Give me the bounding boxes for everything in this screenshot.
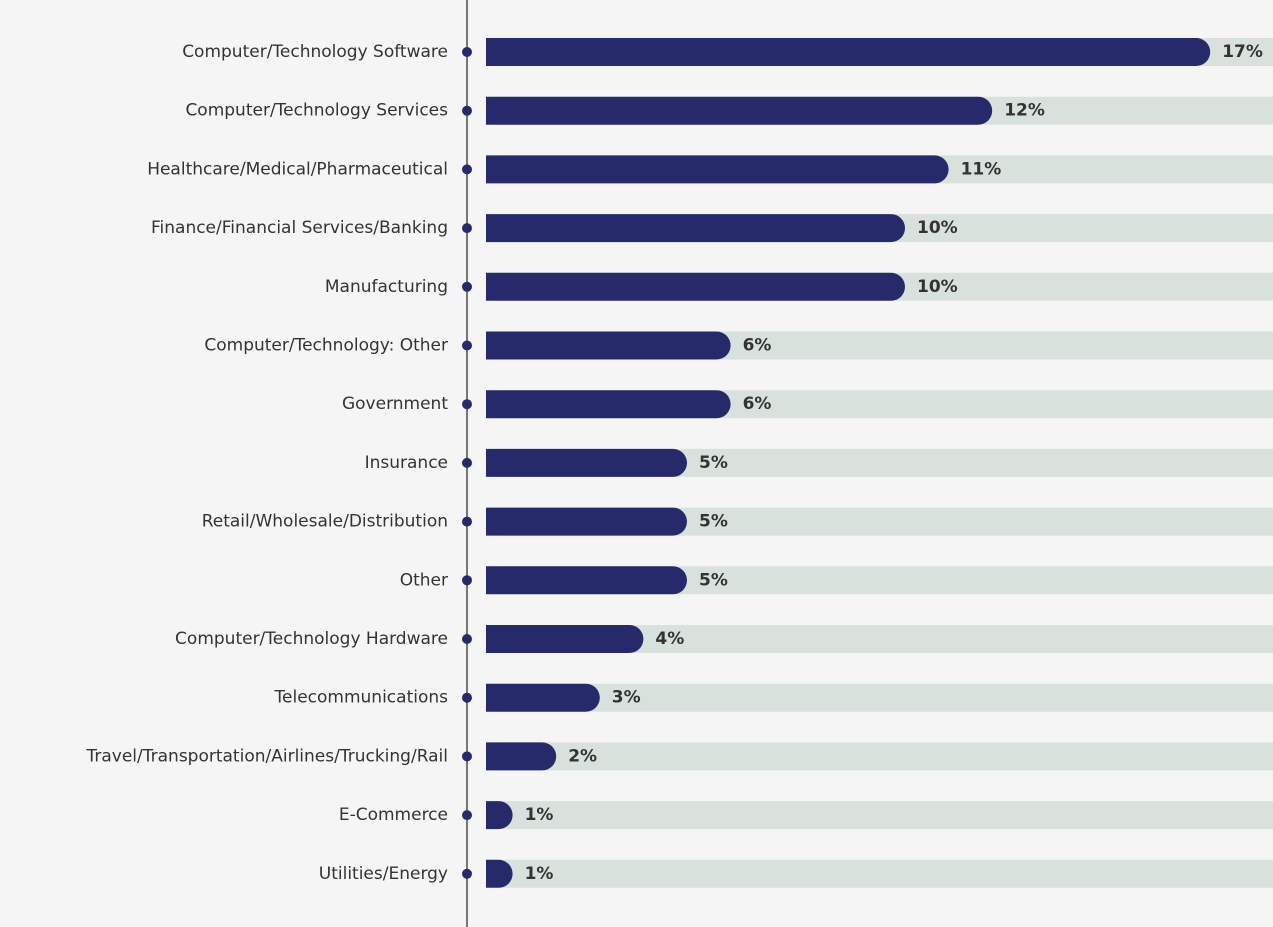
category-label: Computer/Technology Hardware <box>175 629 448 649</box>
bar <box>486 272 906 301</box>
value-label: 1% <box>525 805 554 825</box>
value-label: 3% <box>612 688 641 708</box>
bar <box>486 214 906 243</box>
bar <box>486 448 687 477</box>
bar <box>486 96 993 125</box>
axis-dot <box>462 634 472 644</box>
bar-track <box>486 625 1273 653</box>
category-label: Finance/Financial Services/Banking <box>151 218 448 238</box>
category-label: Computer/Technology: Other <box>204 336 448 356</box>
category-label: Telecommunications <box>274 688 449 708</box>
value-label: 10% <box>917 277 958 297</box>
axis-dot <box>462 457 472 468</box>
category-label: Other <box>400 570 448 590</box>
value-label: 1% <box>525 864 554 884</box>
bar <box>486 859 513 888</box>
category-label: E-Commerce <box>339 805 448 825</box>
bar <box>486 625 644 653</box>
bar-track <box>486 683 1273 712</box>
value-label: 12% <box>1004 101 1045 121</box>
category-label: Computer/Technology Services <box>185 101 448 121</box>
axis-dot <box>462 868 472 879</box>
axis-dot <box>462 105 472 116</box>
category-label: Insurance <box>365 453 448 473</box>
value-label: 11% <box>961 159 1002 179</box>
value-label: 10% <box>917 218 958 238</box>
bar <box>486 683 600 712</box>
value-label: 4% <box>655 629 684 649</box>
axis-dot <box>462 399 472 410</box>
bar <box>486 742 557 771</box>
bar <box>486 155 949 184</box>
axis-dot <box>462 516 472 527</box>
bar <box>486 390 731 419</box>
value-label: 5% <box>699 570 728 590</box>
value-label: 5% <box>699 453 728 473</box>
bar <box>486 507 687 536</box>
bar <box>486 566 687 595</box>
axis-dot <box>462 223 472 234</box>
value-label: 17% <box>1222 42 1263 62</box>
axis-dot <box>462 281 472 292</box>
category-label: Retail/Wholesale/Distribution <box>202 512 448 532</box>
category-label: Utilities/Energy <box>319 864 448 884</box>
axis-dot <box>462 47 472 57</box>
value-label: 6% <box>743 336 772 356</box>
category-label: Manufacturing <box>325 277 448 297</box>
axis-dot <box>462 810 472 821</box>
axis-dot <box>462 340 472 351</box>
bar-track <box>486 859 1273 888</box>
axis-dot <box>462 575 472 586</box>
bar <box>486 801 513 830</box>
bar-track <box>486 742 1273 771</box>
value-label: 5% <box>699 512 728 532</box>
category-label: Travel/Transportation/Airlines/Trucking/… <box>85 746 448 766</box>
axis-dot <box>462 164 472 175</box>
bar <box>486 331 731 360</box>
bar-track <box>486 801 1273 830</box>
value-label: 2% <box>568 746 597 766</box>
axis-dot <box>462 692 472 703</box>
bar <box>486 38 1211 66</box>
category-label: Healthcare/Medical/Pharmaceutical <box>147 159 448 179</box>
category-label: Computer/Technology Software <box>182 42 448 62</box>
value-label: 6% <box>743 394 772 414</box>
category-label: Government <box>342 394 448 414</box>
axis-dot <box>462 751 472 762</box>
